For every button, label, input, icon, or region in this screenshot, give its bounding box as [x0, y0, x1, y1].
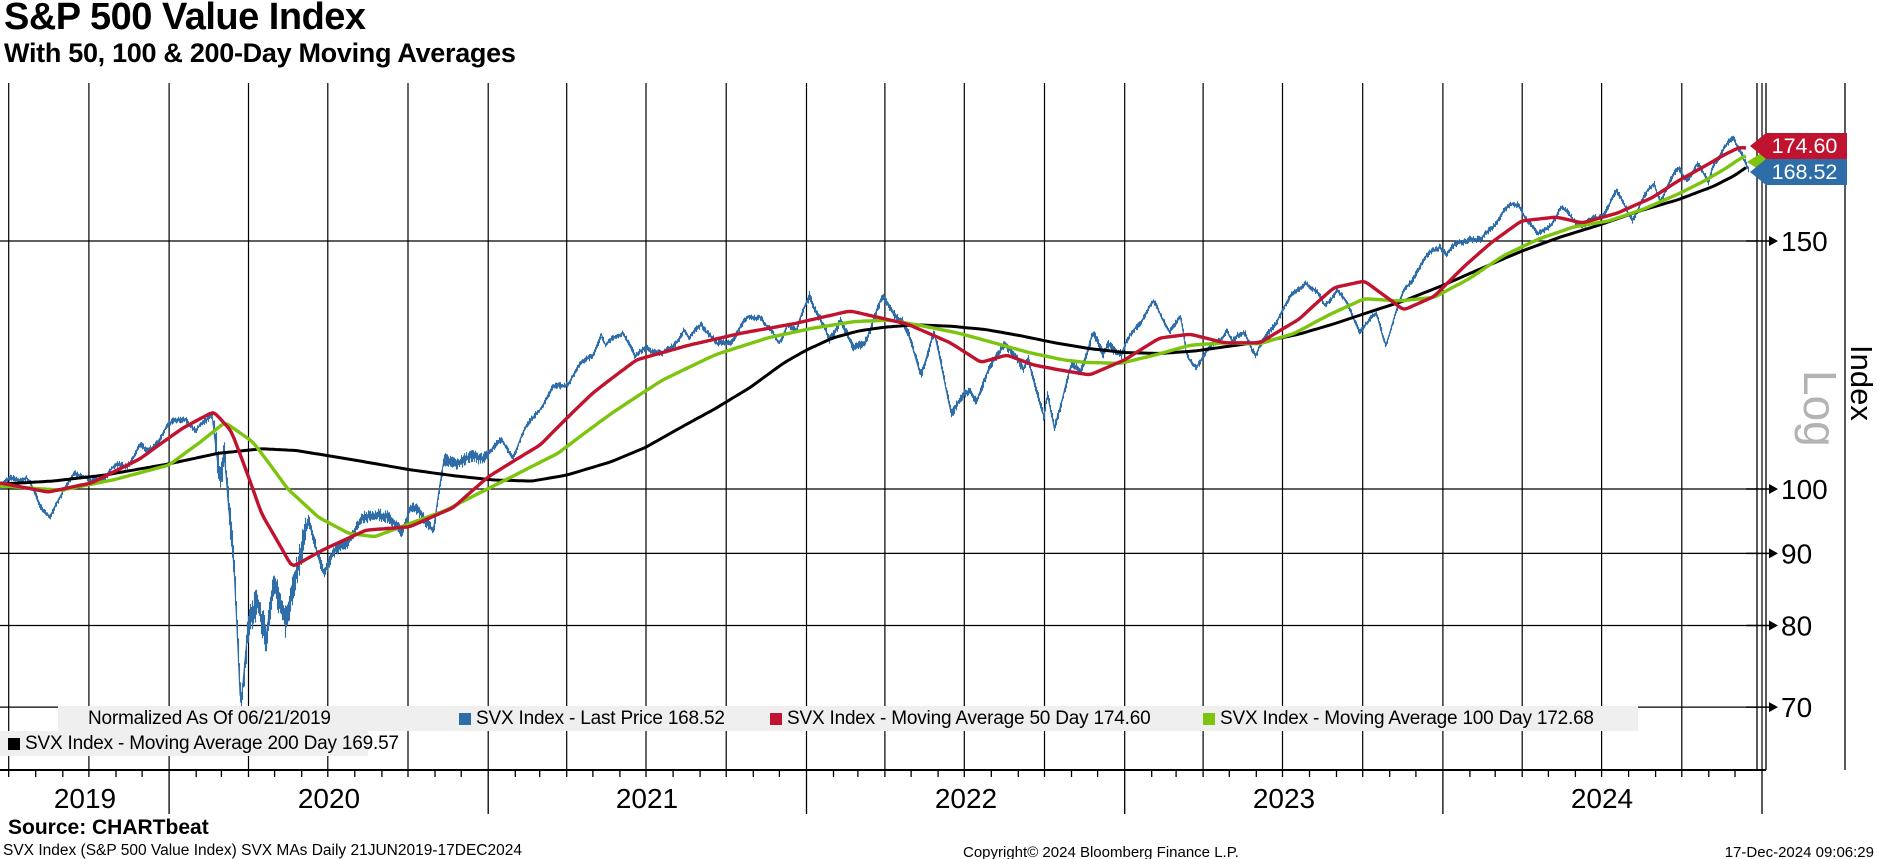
ma-series: [0, 146, 1747, 568]
ma-series: [0, 154, 1747, 538]
legend-item[interactable]: SVX Index - Last Price 168.52: [459, 706, 725, 731]
legend-swatch-icon: [459, 712, 471, 725]
legend-row2-background: [0, 731, 368, 756]
x-year-label: 2024: [1571, 783, 1633, 814]
footer-timestamp: 17-Dec-2024 09:06:29: [1724, 844, 1874, 859]
legend-label: SVX Index - Moving Average 50 Day 174.60: [787, 707, 1151, 729]
legend-label: SVX Index - Last Price 168.52: [476, 707, 725, 729]
legend-item[interactable]: SVX Index - Moving Average 100 Day 172.6…: [1203, 706, 1594, 731]
last-price-tag: 168.52: [1750, 159, 1847, 185]
y-tick-arrow-icon: [1769, 620, 1778, 631]
price-daily-bars: [0, 135, 1750, 714]
log-scale-toggle[interactable]: Log: [1794, 370, 1846, 447]
legend-item[interactable]: SVX Index - Moving Average 200 Day 169.5…: [8, 731, 399, 756]
legend-label: SVX Index - Moving Average 200 Day 169.5…: [25, 732, 399, 754]
y-axis-title: Index: [1844, 345, 1877, 421]
footer-meta-line: SVX Index (S&P 500 Value Index) SVX MAs …: [3, 842, 522, 859]
source-label: Source: CHARTbeat: [8, 816, 209, 839]
y-tick-arrow-icon: [1769, 702, 1778, 713]
x-year-label: 2023: [1253, 783, 1315, 814]
y-tick-label: 100: [1781, 474, 1828, 505]
legend-swatch-icon: [8, 737, 20, 750]
legend-item[interactable]: Normalized As Of 06/21/2019: [88, 706, 331, 731]
legend-item[interactable]: SVX Index - Moving Average 50 Day 174.60: [770, 706, 1151, 731]
legend-row1-background: [58, 706, 1638, 731]
x-year-label: 2022: [935, 783, 997, 814]
y-tick-arrow-icon: [1769, 548, 1778, 559]
y-tick-arrow-icon: [1769, 484, 1778, 494]
y-tick-label: 90: [1781, 538, 1812, 569]
footer-copyright: Copyright© 2024 Bloomberg Finance L.P.: [963, 844, 1239, 859]
x-year-label: 2020: [298, 783, 360, 814]
ma-series: [0, 166, 1747, 486]
y-tick-label: 150: [1781, 226, 1828, 257]
legend-swatch-icon: [770, 712, 782, 725]
y-tick-arrow-icon: [1769, 236, 1778, 246]
legend-swatch-icon: [1203, 712, 1215, 725]
page-title: S&P 500 Value Index: [4, 0, 366, 38]
page-subtitle: With 50, 100 & 200-Day Moving Averages: [4, 38, 516, 68]
x-year-label: 2019: [54, 783, 116, 814]
legend-label: Normalized As Of 06/21/2019: [88, 707, 331, 729]
ma50-price-tag: 174.60: [1750, 133, 1847, 159]
y-tick-label: 80: [1781, 611, 1812, 642]
legend-label: SVX Index - Moving Average 100 Day 172.6…: [1220, 707, 1594, 729]
x-year-label: 2021: [616, 783, 678, 814]
y-tick-label: 70: [1781, 692, 1812, 723]
